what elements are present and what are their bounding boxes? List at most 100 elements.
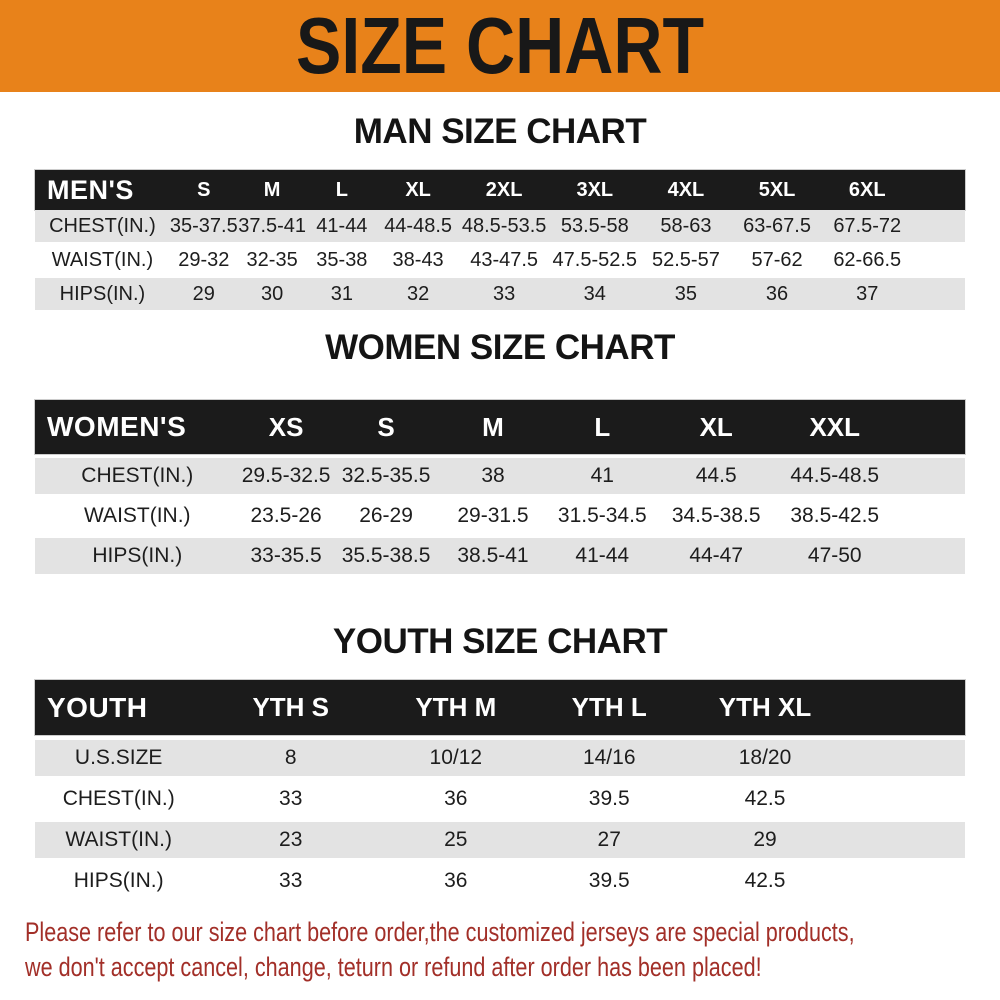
size-column-header: S [197, 178, 211, 201]
size-cell: 29 [753, 828, 777, 851]
size-cell: 63-67.5 [743, 214, 811, 237]
size-column-header: 6XL [848, 178, 886, 201]
youth-corner-label: YOUTH [47, 691, 148, 723]
size-chart-title: SIZE CHART [296, 1, 704, 90]
size-cell: 38 [481, 464, 505, 487]
table-row: WAIST(IN.) 23.5-26 26-29 29-31.5 31.5-34… [35, 498, 965, 534]
size-column-header: XS [268, 411, 304, 442]
size-column-header: 5XL [758, 178, 796, 201]
women-corner-label: WOMEN'S [47, 411, 187, 442]
size-cell: 36 [444, 787, 468, 810]
size-cell: 23.5-26 [250, 504, 322, 527]
size-cell: 32 [406, 282, 430, 305]
size-cell: 37 [856, 282, 879, 305]
size-cell: 35 [674, 282, 698, 305]
size-cell: 44.5 [695, 464, 737, 487]
size-column-header: YTH S [252, 692, 330, 722]
size-chart-banner: SIZE CHART [0, 0, 1000, 92]
women-size-table: WOMEN'S XS S M L XL XXL CHEST(IN.) 29.5-… [35, 400, 965, 574]
size-cell: 44-48.5 [384, 214, 453, 237]
size-column-header: L [335, 178, 348, 201]
table-row: CHEST(IN.) 29.5-32.5 32.5-35.5 38 41 44.… [35, 458, 965, 494]
size-column-header: M [263, 178, 281, 201]
table-row: HIPS(IN.) 29 30 31 32 33 34 35 36 37 [35, 278, 965, 310]
size-cell: 62-66.5 [833, 248, 902, 271]
row-label: HIPS(IN.) [73, 869, 164, 892]
youth-table-body: U.S.SIZE 8 10/12 14/16 18/20 CHEST(IN.) … [35, 740, 965, 899]
table-row: U.S.SIZE 8 10/12 14/16 18/20 [35, 740, 965, 776]
size-column-header: YTH M [415, 692, 497, 722]
women-table-header: WOMEN'S XS S M L XL XXL [35, 400, 965, 454]
size-cell: 47.5-52.5 [552, 248, 638, 271]
size-cell: 43-47.5 [470, 248, 539, 271]
row-label: CHEST(IN.) [49, 214, 156, 237]
size-cell: 41-44 [575, 544, 630, 567]
disclaimer-note: Please refer to our size chart before or… [0, 915, 1000, 985]
size-column-header: 2XL [485, 178, 523, 201]
size-cell: 37.5-41 [238, 214, 307, 237]
size-cell: 42.5 [744, 787, 786, 810]
row-label: HIPS(IN.) [59, 282, 146, 305]
row-label: WAIST(IN.) [84, 504, 191, 527]
disclaimer-line-1: Please refer to our size chart before or… [25, 917, 855, 947]
men-table-header: MEN'S S M L XL 2XL 3XL 4XL 5XL 6XL [35, 170, 965, 210]
size-cell: 33 [279, 869, 303, 892]
size-cell: 33-35.5 [250, 544, 322, 567]
table-row: CHEST(IN.) 33 36 39.5 42.5 [35, 781, 965, 817]
size-cell: 48.5-53.5 [461, 214, 547, 237]
size-cell: 41-44 [316, 214, 368, 237]
row-label: CHEST(IN.) [81, 464, 194, 487]
table-row: HIPS(IN.) 33 36 39.5 42.5 [35, 863, 965, 899]
size-cell: 47-50 [807, 544, 862, 567]
size-column-header: XL [699, 411, 733, 442]
size-cell: 38.5-41 [457, 544, 529, 567]
size-cell: 57-62 [751, 248, 803, 271]
men-size-table: MEN'S S M L XL 2XL 3XL 4XL 5XL 6XL CHEST… [35, 170, 965, 310]
size-column-header: YTH XL [718, 692, 812, 722]
size-cell: 39.5 [588, 787, 630, 810]
size-column-header: YTH L [571, 692, 647, 722]
size-cell: 35-37.5 [169, 214, 238, 237]
table-row: WAIST(IN.) 29-32 32-35 35-38 38-43 43-47… [35, 244, 965, 276]
size-cell: 35.5-38.5 [341, 544, 431, 567]
women-table-body: CHEST(IN.) 29.5-32.5 32.5-35.5 38 41 44.… [35, 458, 965, 574]
size-column-header: M [482, 411, 504, 442]
size-column-header: 4XL [667, 178, 705, 201]
size-cell: 36 [444, 869, 468, 892]
size-column-header: XXL [809, 411, 861, 442]
size-cell: 38-43 [392, 248, 444, 271]
size-cell: 29 [192, 282, 215, 305]
size-cell: 18/20 [738, 746, 792, 769]
size-cell: 32.5-35.5 [341, 464, 431, 487]
size-cell: 8 [284, 746, 297, 769]
size-cell: 33 [279, 787, 303, 810]
size-cell: 34 [583, 282, 606, 305]
table-row: WAIST(IN.) 23 25 27 29 [35, 822, 965, 858]
size-cell: 44-47 [689, 544, 744, 567]
man-size-chart-heading: MAN SIZE CHART [353, 112, 647, 151]
row-label: WAIST(IN.) [65, 828, 172, 851]
size-cell: 41 [590, 464, 614, 487]
row-label: CHEST(IN.) [62, 787, 175, 810]
row-label: WAIST(IN.) [51, 248, 154, 271]
size-cell: 38.5-42.5 [790, 504, 880, 527]
size-cell: 58-63 [660, 214, 712, 237]
size-cell: 33 [493, 282, 516, 305]
size-column-header: L [594, 411, 611, 442]
size-cell: 26-29 [359, 504, 413, 527]
size-cell: 29-32 [178, 248, 230, 271]
size-cell: 31 [330, 282, 353, 305]
size-cell: 36 [765, 282, 789, 305]
table-row: HIPS(IN.) 33-35.5 35.5-38.5 38.5-41 41-4… [35, 538, 965, 574]
size-cell: 27 [597, 828, 621, 851]
size-cell: 25 [444, 828, 468, 851]
youth-table-header: YOUTH YTH S YTH M YTH L YTH XL [35, 680, 965, 735]
size-cell: 29-31.5 [457, 504, 529, 527]
size-cell: 52.5-57 [652, 248, 720, 271]
size-cell: 30 [261, 282, 284, 305]
men-table-body: CHEST(IN.) 35-37.5 37.5-41 41-44 44-48.5… [35, 210, 965, 310]
row-label: HIPS(IN.) [92, 544, 183, 567]
size-cell: 23 [279, 828, 303, 851]
size-cell: 42.5 [744, 869, 786, 892]
size-column-header: S [377, 411, 395, 442]
